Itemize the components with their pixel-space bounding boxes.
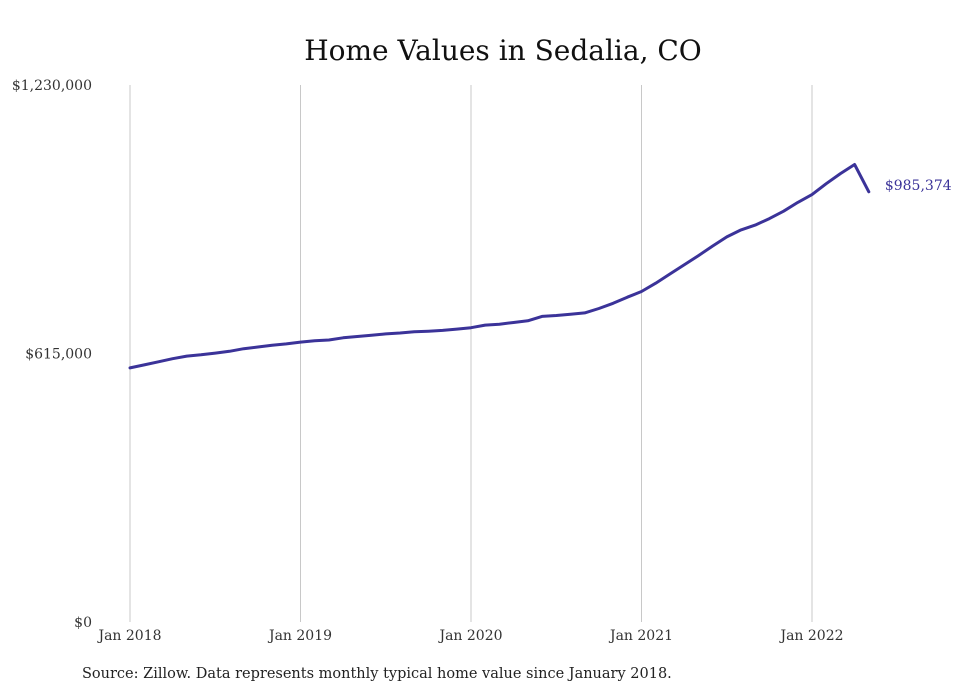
source-note: Source: Zillow. Data represents monthly … <box>82 666 672 682</box>
x-tick-label: Jan 2021 <box>608 628 673 644</box>
x-tick-label: Jan 2020 <box>437 628 502 644</box>
end-value-label: $985,374 <box>885 178 952 194</box>
x-axis-tick-labels: Jan 2018 Jan 2019 Jan 2020 Jan 2021 Jan 2022 <box>96 628 843 644</box>
y-tick-label: $615,000 <box>25 347 92 363</box>
series-layer <box>128 163 871 370</box>
x-tick-label: Jan 2018 <box>96 628 161 644</box>
y-tick-label: $0 <box>74 615 92 631</box>
chart-title: Home Values in Sedalia, CO <box>304 34 702 67</box>
x-tick-label: Jan 2019 <box>267 628 332 644</box>
gridlines <box>129 85 813 622</box>
series-line <box>128 163 871 370</box>
x-tick-label: Jan 2022 <box>778 628 843 644</box>
y-tick-label: $1,230,000 <box>12 78 92 94</box>
y-axis-tick-labels: $0 $615,000 $1,230,000 <box>12 78 92 631</box>
